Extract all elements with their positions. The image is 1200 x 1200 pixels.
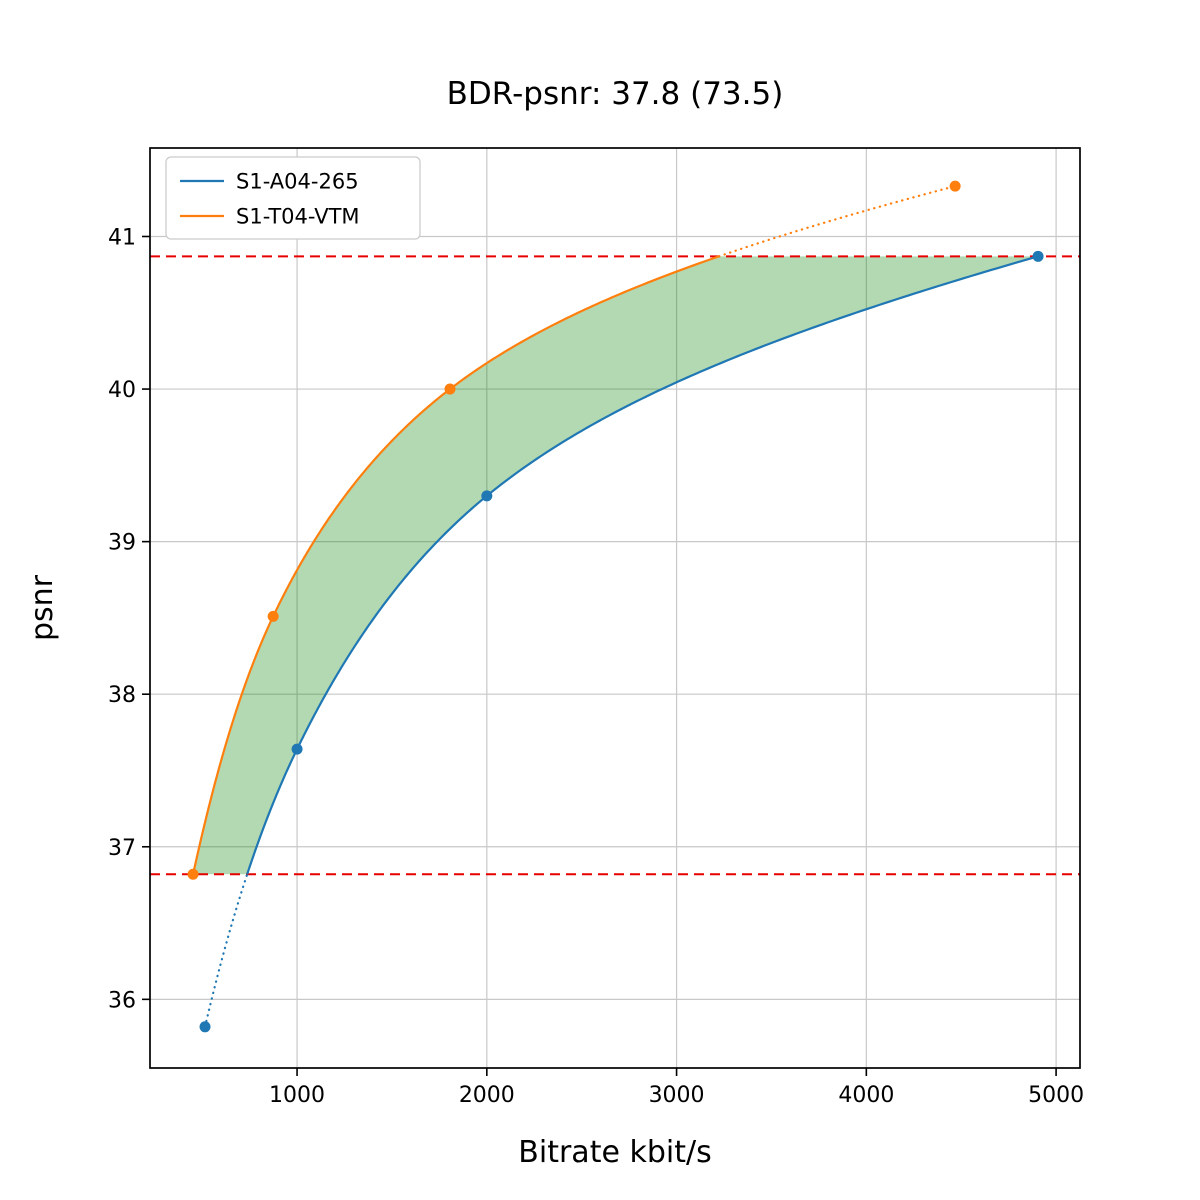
y-tick-label: 39 <box>108 531 136 556</box>
y-tick-label: 41 <box>108 225 136 250</box>
legend-label: S1-A04-265 <box>236 170 359 194</box>
bd-shaded-region <box>193 256 1039 875</box>
marker-S1-T04-VTM <box>267 610 279 622</box>
marker-S1-A04-265 <box>1032 250 1044 262</box>
curve-S1-A04-265-extrapolated <box>203 873 249 1028</box>
curve-S1-T04-VTM <box>191 255 720 875</box>
y-axis-label: psnr <box>25 574 60 641</box>
x-tick-label: 3000 <box>649 1083 705 1108</box>
marker-S1-A04-265 <box>481 490 493 502</box>
x-tick-label: 5000 <box>1028 1083 1084 1108</box>
marker-S1-T04-VTM <box>444 383 456 395</box>
marker-S1-T04-VTM <box>949 180 961 192</box>
marker-S1-T04-VTM <box>187 868 199 880</box>
axes-border <box>149 147 1081 1069</box>
curve-S1-T04-VTM-extrapolated <box>717 185 957 258</box>
x-tick-label: 4000 <box>838 1083 894 1108</box>
y-tick-label: 36 <box>108 988 136 1013</box>
y-tick-label: 38 <box>108 683 136 708</box>
x-tick-label: 2000 <box>459 1083 515 1108</box>
legend-entry: S1-T04-VTM <box>180 205 360 229</box>
y-tick-label: 37 <box>108 836 136 861</box>
marker-S1-A04-265 <box>291 743 303 755</box>
x-axis-label: Bitrate kbit/s <box>518 1135 711 1170</box>
legend-frame <box>165 156 421 240</box>
legend-box: S1-A04-265 S1-T04-VTM <box>165 156 421 240</box>
chart-title: BDR-psnr: 37.8 (73.5) <box>447 76 784 112</box>
y-tick-label: 40 <box>108 378 136 403</box>
legend-label: S1-T04-VTM <box>236 205 360 229</box>
legend-entry: S1-A04-265 <box>180 170 359 194</box>
marker-S1-A04-265 <box>199 1021 211 1033</box>
x-tick-label: 1000 <box>269 1083 325 1108</box>
